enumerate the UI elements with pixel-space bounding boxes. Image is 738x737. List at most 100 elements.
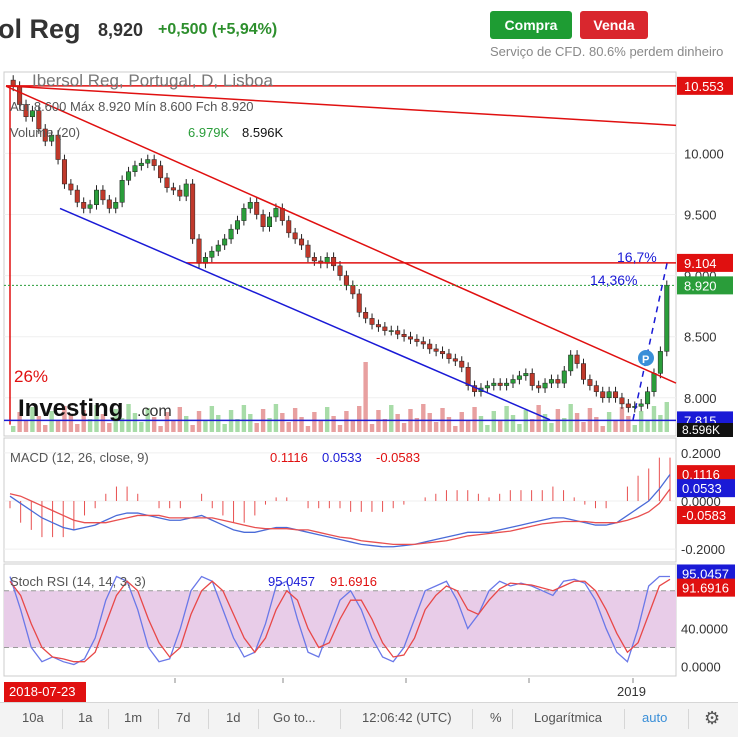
volume-bar [171, 421, 176, 432]
candle-body [190, 183, 196, 240]
auto-toggle[interactable]: auto [642, 710, 668, 725]
percent-toggle[interactable]: % [490, 710, 502, 725]
x-tick-2019: 2019 [617, 684, 646, 699]
volume-bar [75, 424, 80, 432]
log-toggle[interactable]: Logarítmica [534, 710, 602, 725]
volume-bar [536, 405, 541, 432]
range-1m[interactable]: 1m [124, 710, 143, 725]
stoch-d-line [9, 578, 671, 663]
buy-button[interactable]: Compra [490, 11, 572, 39]
chart-svg[interactable]: 10.0009.5009.0008.5008.00010.5539.1048.9… [0, 66, 738, 702]
candle-body [260, 214, 266, 227]
volume-bar [318, 421, 323, 432]
annotation-14-36pct: 14,36% [590, 272, 637, 288]
stoch-title: Stoch RSI (14, 14, 3, 3) [10, 574, 146, 589]
volume-bar [357, 406, 362, 432]
volume-bar [241, 405, 247, 432]
sell-button[interactable]: Venda [580, 11, 648, 39]
range-1a[interactable]: 1a [78, 710, 93, 725]
volume-bar [491, 411, 496, 432]
volume-bar [562, 418, 567, 432]
volume-bar [459, 412, 464, 432]
candle-body [459, 360, 465, 368]
volume-bar [581, 422, 586, 432]
volume-bar [139, 422, 144, 432]
volume-bar [472, 407, 477, 432]
volume-bar [427, 413, 432, 432]
candle-body [574, 354, 580, 364]
candle-body [555, 379, 561, 384]
candle-body [279, 208, 285, 221]
candle-body [510, 379, 516, 384]
candle-body [363, 312, 369, 319]
candle-body [523, 373, 529, 377]
volume-bar [62, 406, 67, 432]
volume-value-2: 8.596K [242, 125, 284, 140]
investing-logo: Investing [18, 395, 123, 422]
candle-body [516, 375, 522, 380]
volume-bar [485, 425, 490, 432]
volume-label: Volume (20) [10, 125, 80, 140]
volume-bar [254, 423, 259, 432]
candle-body [613, 391, 619, 399]
candle-body [138, 162, 144, 166]
volume-bar [389, 405, 394, 432]
settings-gear-icon[interactable]: ⚙ [704, 708, 721, 728]
volume-bar [549, 423, 554, 432]
candle-body [433, 348, 439, 352]
price-tick-label: 9.500 [684, 208, 717, 223]
candle-body [209, 250, 215, 258]
volume-bar [107, 423, 112, 432]
volume-bar [606, 412, 612, 432]
ohlc-readout: Abr 8.600 Máx 8.920 Mín 8.600 Fch 8.920 [10, 99, 254, 114]
price-tick-label: 8.500 [684, 330, 717, 345]
candle-body [183, 183, 189, 197]
stoch-tick-label: 40.0000 [681, 622, 728, 637]
position-marker-icon[interactable] [638, 350, 654, 366]
candle-body [311, 257, 317, 262]
candle-body [401, 334, 407, 337]
candle-body [254, 202, 260, 215]
candle-body [170, 187, 176, 191]
macd-value-tag [677, 506, 735, 525]
macd-value-tag [677, 465, 735, 484]
volume-bar [664, 402, 669, 432]
candle-body [388, 330, 394, 332]
volume-bar [196, 411, 202, 432]
candle-body [29, 110, 35, 118]
projection-dashed-line [632, 263, 668, 420]
range-10a[interactable]: 10a [22, 710, 44, 725]
volume-bar [331, 416, 336, 432]
range-7d[interactable]: 7d [176, 710, 191, 725]
macd-value-tag-label: 0.1116 [682, 467, 720, 482]
quote-header: ol Reg 8,920 +0,500 (+5,94%) Compra Vend… [0, 0, 738, 66]
annotation-16-7pct: 16,7% [617, 249, 657, 265]
price-tick-label: 10.000 [684, 146, 724, 161]
candle-body [542, 382, 548, 389]
volume-bar [337, 425, 343, 432]
candle-body [299, 238, 305, 246]
candle-body [504, 382, 510, 386]
chart-area[interactable]: 10.000 9.500 9.000 8.500 8.000 10.553 9.104 8.9… [0, 66, 738, 736]
volume-bar [574, 413, 580, 432]
candle-body [49, 134, 55, 142]
stoch-value-tag [677, 578, 735, 597]
candle-body [94, 189, 99, 205]
volume-bar [632, 425, 637, 432]
volume-bar [55, 420, 61, 432]
range-1d[interactable]: 1d [226, 710, 241, 725]
downtrend-line [5, 85, 677, 384]
volume-bar [17, 412, 22, 432]
candle-body [177, 189, 183, 197]
candle-body [228, 228, 234, 240]
volume-bar [190, 425, 195, 432]
go-to-button[interactable]: Go to... [273, 710, 316, 725]
candle-body [529, 373, 535, 386]
candle-body [234, 220, 240, 230]
volume-bar [626, 416, 631, 432]
candle-body [331, 257, 337, 267]
candle-body [286, 220, 292, 234]
candle-body [350, 285, 356, 295]
instrument-title: ol Reg [0, 14, 81, 44]
candle-body [382, 326, 388, 331]
